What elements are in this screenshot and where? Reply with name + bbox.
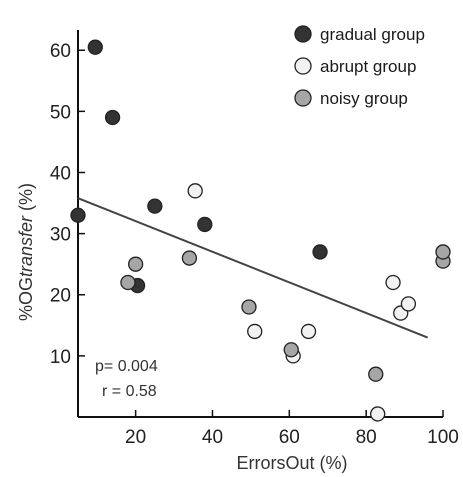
data-point — [312, 244, 328, 260]
x-tick-label: 80 — [356, 427, 377, 448]
y-tick-label: 10 — [50, 347, 71, 368]
y-tick-label: 60 — [50, 41, 71, 62]
legend-label: abrupt group — [320, 57, 416, 76]
data-point — [181, 250, 198, 266]
x-tick-label: 100 — [427, 427, 459, 448]
x-axis-ticks: 20 40 60 80 100 — [125, 410, 459, 448]
legend-label: gradual group — [320, 25, 425, 44]
data-point — [241, 299, 257, 315]
regression-line — [77, 197, 429, 339]
y-axis-title: %OGtransfer (%) — [16, 183, 36, 321]
data-point — [435, 244, 451, 260]
x-axis-title: ErrorsOut (%) — [236, 453, 347, 473]
data-point — [283, 342, 299, 358]
p-value-label: p= 0.004 — [95, 358, 158, 375]
data-point — [87, 39, 103, 55]
data-point — [370, 406, 386, 422]
legend-label: noisy group — [320, 89, 408, 108]
y-tick-label: 40 — [50, 163, 71, 184]
legend-marker — [294, 89, 312, 107]
data-point — [385, 274, 401, 291]
x-tick-label: 20 — [125, 427, 146, 448]
data-point — [247, 323, 263, 340]
x-tick-label: 60 — [279, 427, 300, 448]
y-tick-label: 20 — [50, 286, 71, 307]
data-points — [70, 39, 451, 422]
y-tick-label: 50 — [50, 102, 71, 123]
data-point — [147, 198, 163, 214]
legend-marker — [294, 57, 312, 75]
data-point — [300, 323, 317, 340]
data-point — [127, 256, 144, 272]
x-tick-label: 40 — [202, 427, 223, 448]
r-value-label: r = 0.58 — [102, 383, 157, 400]
data-point — [70, 207, 86, 223]
data-point — [197, 216, 213, 233]
data-point — [120, 274, 136, 291]
y-axis-ticks: 10 20 30 40 50 60 — [50, 41, 85, 368]
data-point — [104, 109, 121, 126]
data-point — [400, 296, 417, 312]
data-point — [368, 366, 384, 382]
y-tick-label: 30 — [50, 225, 71, 246]
legend-marker — [294, 25, 312, 43]
data-point — [187, 183, 203, 199]
legend: gradual group abrupt group noisy group — [294, 25, 425, 108]
